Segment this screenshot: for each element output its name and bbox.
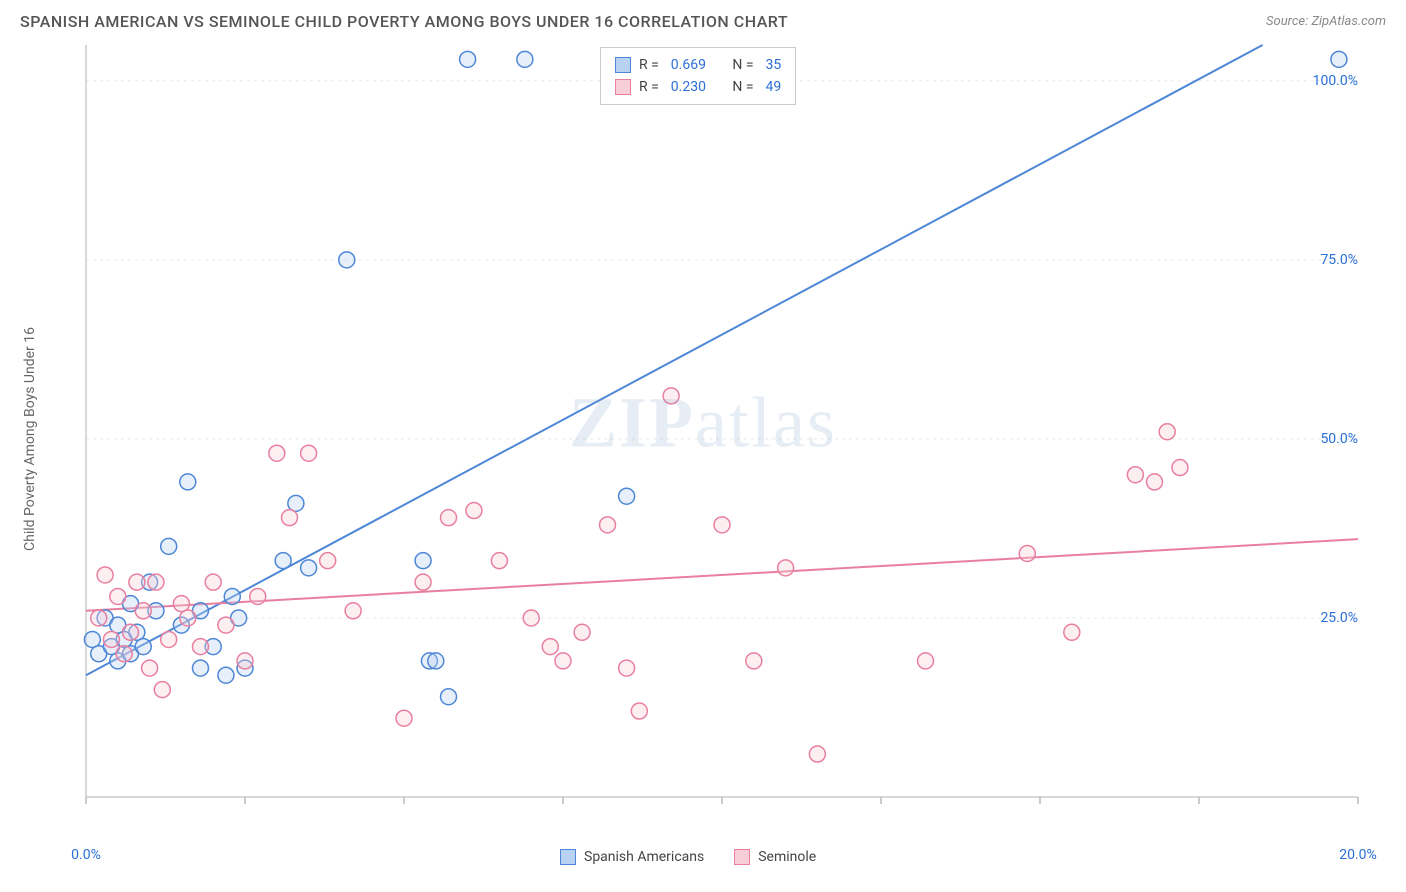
legend-swatch — [734, 849, 750, 865]
header: SPANISH AMERICAN VS SEMINOLE CHILD POVER… — [0, 0, 1406, 39]
stats-row: R = 0.230 N = 49 — [615, 76, 781, 98]
bottom-legend: Spanish Americans Seminole — [560, 849, 816, 865]
legend-swatch — [615, 79, 631, 95]
y-tick-label: 75.0% — [1320, 252, 1358, 268]
scatter-plot — [40, 39, 1366, 819]
r-label: R = — [639, 57, 659, 73]
legend-swatch — [560, 849, 576, 865]
r-label: R = — [639, 79, 659, 95]
source-label: Source: — [1266, 14, 1311, 29]
n-value: 49 — [766, 79, 782, 95]
x-tick-label: 20.0% — [1339, 847, 1377, 863]
r-value: 0.669 — [671, 57, 706, 73]
x-tick-label: 0.0% — [71, 847, 101, 863]
y-tick-label: 100.0% — [1313, 73, 1358, 89]
y-tick-label: 50.0% — [1320, 431, 1358, 447]
stats-legend-box: R = 0.669 N = 35 R = 0.230 N = 49 — [600, 47, 796, 105]
stats-row: R = 0.669 N = 35 — [615, 54, 781, 76]
source-name: ZipAtlas.com — [1311, 14, 1386, 29]
n-label: N = — [732, 57, 753, 73]
n-value: 35 — [766, 57, 782, 73]
legend-label: Spanish Americans — [584, 849, 704, 865]
chart-title: SPANISH AMERICAN VS SEMINOLE CHILD POVER… — [20, 12, 788, 31]
n-label: N = — [732, 79, 753, 95]
chart-container: Child Poverty Among Boys Under 16 ZIPatl… — [40, 39, 1366, 839]
legend-label: Seminole — [758, 849, 816, 865]
legend-item: Seminole — [734, 849, 816, 865]
legend-swatch — [615, 57, 631, 73]
legend-item: Spanish Americans — [560, 849, 704, 865]
r-value: 0.230 — [671, 79, 706, 95]
y-tick-label: 25.0% — [1320, 610, 1358, 626]
source-attribution: Source: ZipAtlas.com — [1266, 14, 1386, 29]
y-axis-label: Child Poverty Among Boys Under 16 — [22, 327, 38, 551]
